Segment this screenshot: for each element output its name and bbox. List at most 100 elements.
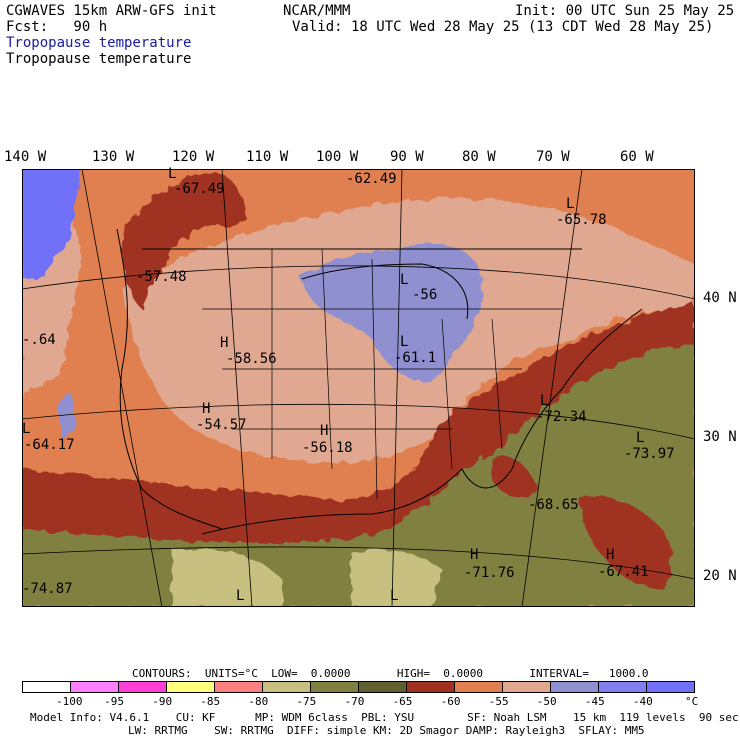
colorbar-label: -100 bbox=[56, 695, 83, 708]
state-lines-vertical bbox=[271, 248, 503, 500]
label-value: -56 bbox=[412, 287, 438, 303]
colorbar-swatch bbox=[263, 682, 311, 692]
meridian-90w bbox=[391, 169, 403, 607]
label-value: -74.87 bbox=[22, 581, 73, 597]
colorbar-label: -80 bbox=[248, 695, 269, 708]
colorbar bbox=[22, 681, 695, 693]
forecast-hour: Fcst: 90 h bbox=[6, 19, 108, 35]
valid-time: Valid: 18 UTC Wed 28 May 25 (13 CDT Wed … bbox=[292, 19, 714, 35]
colorbar-swatch bbox=[599, 682, 647, 692]
field-title-2: Tropopause temperature bbox=[6, 51, 192, 67]
lon-label: 80 W bbox=[462, 149, 496, 165]
label-value: -65.78 bbox=[556, 212, 607, 228]
organization: NCAR/MMM bbox=[283, 3, 351, 19]
label-value: -.64 bbox=[22, 332, 56, 348]
low-marker: L bbox=[566, 196, 575, 212]
low-marker: L bbox=[168, 166, 177, 182]
colorbar-swatch bbox=[71, 682, 119, 692]
lat-label: 20 N bbox=[703, 568, 737, 584]
region-minus65-nw bbox=[122, 173, 247, 309]
colorbar-label: -90 bbox=[152, 695, 173, 708]
colorbar-swatch bbox=[647, 682, 694, 692]
low-marker: L bbox=[390, 588, 399, 604]
colorbar-label: -45 bbox=[584, 695, 605, 708]
model-title: CGWAVES 15km ARW-GFS init bbox=[6, 3, 217, 19]
colorbar-swatch bbox=[359, 682, 407, 692]
low-marker: L bbox=[636, 430, 645, 446]
model-info-line-1: Model Info: V4.6.1 CU: KF MP: WDM 6class… bbox=[30, 711, 739, 724]
high-marker: H bbox=[320, 423, 329, 439]
region-minus70 bbox=[22, 344, 695, 607]
lat-label: 30 N bbox=[703, 429, 737, 445]
low-marker: L bbox=[400, 334, 409, 350]
colorbar-swatch bbox=[23, 682, 71, 692]
parallel-20n bbox=[22, 546, 695, 580]
label-value: -54.57 bbox=[196, 417, 247, 433]
field-title-1: Tropopause temperature bbox=[6, 35, 192, 51]
label-value: -64.17 bbox=[24, 437, 75, 453]
lon-label: 100 W bbox=[316, 149, 359, 165]
colorbar-label: -60 bbox=[440, 695, 461, 708]
lon-label: 70 W bbox=[536, 149, 570, 165]
meridian-70w bbox=[521, 169, 583, 607]
low-marker: L bbox=[400, 272, 409, 288]
colorbar-swatch bbox=[215, 682, 263, 692]
colorbar-label: -40 bbox=[632, 695, 653, 708]
gulf-east-coast-outline bbox=[201, 308, 643, 535]
lat-label: 40 N bbox=[703, 290, 737, 306]
parallel-40n bbox=[22, 265, 695, 300]
init-time: Init: 00 UTC Sun 25 May 25 bbox=[515, 3, 735, 19]
lon-label: 60 W bbox=[620, 149, 654, 165]
colorbar-swatch bbox=[119, 682, 167, 692]
high-marker: H bbox=[470, 547, 479, 563]
label-value: -68.65 bbox=[528, 497, 579, 513]
colorbar-label: -75 bbox=[296, 695, 317, 708]
colorbar-swatch bbox=[551, 682, 599, 692]
label-value: -61.1 bbox=[394, 350, 437, 366]
region-minus75-a bbox=[172, 548, 282, 607]
label-value: -62.49 bbox=[346, 171, 397, 187]
low-marker: L bbox=[236, 588, 245, 604]
colorbar-label: -55 bbox=[488, 695, 509, 708]
colorbar-label: -95 bbox=[104, 695, 125, 708]
region-minus50 bbox=[302, 243, 484, 382]
high-marker: H bbox=[202, 401, 211, 417]
high-marker: H bbox=[606, 547, 615, 563]
label-value: -57.48 bbox=[136, 269, 187, 285]
label-value: -73.97 bbox=[624, 446, 675, 462]
colorbar-swatch bbox=[311, 682, 359, 692]
colorbar-swatch bbox=[407, 682, 455, 692]
contour-info: CONTOURS: UNITS=°C LOW= 0.0000 HIGH= 0.0… bbox=[132, 667, 649, 680]
colorbar-label: -65 bbox=[392, 695, 413, 708]
parallel-30n bbox=[22, 403, 695, 440]
colorbar-label: -70 bbox=[344, 695, 365, 708]
lon-label: 140 W bbox=[4, 149, 47, 165]
colorbar-label: °C bbox=[685, 695, 699, 708]
lon-label: 120 W bbox=[172, 149, 215, 165]
label-value: -58.56 bbox=[226, 351, 277, 367]
label-value: -67.49 bbox=[174, 181, 225, 197]
great-lakes-outline bbox=[301, 263, 469, 320]
low-marker: L bbox=[22, 421, 31, 437]
model-info-line-2: LW: RRTMG SW: RRTMG DIFF: simple KM: 2D … bbox=[128, 724, 645, 737]
label-value: -72.34 bbox=[536, 409, 587, 425]
region-minus50-sw bbox=[57, 394, 77, 439]
colorbar-label: -50 bbox=[536, 695, 557, 708]
lon-label: 110 W bbox=[246, 149, 289, 165]
tropopause-temperature-map bbox=[22, 169, 695, 607]
colorbar-swatch bbox=[455, 682, 503, 692]
west-coast-outline bbox=[116, 228, 223, 530]
lon-label: 130 W bbox=[92, 149, 135, 165]
high-marker: H bbox=[220, 335, 229, 351]
lon-label: 90 W bbox=[390, 149, 424, 165]
low-marker: L bbox=[540, 393, 549, 409]
label-value: -67.41 bbox=[598, 564, 649, 580]
colorbar-label: -85 bbox=[200, 695, 221, 708]
colorbar-swatch bbox=[167, 682, 215, 692]
region-minus65-caribbean bbox=[580, 496, 672, 589]
region-minus75-b bbox=[352, 549, 442, 607]
region-minus40-nw bbox=[22, 169, 82, 279]
label-value: -71.76 bbox=[464, 565, 515, 581]
meridian-130w bbox=[81, 169, 163, 607]
region-minus65-florida bbox=[492, 456, 537, 498]
